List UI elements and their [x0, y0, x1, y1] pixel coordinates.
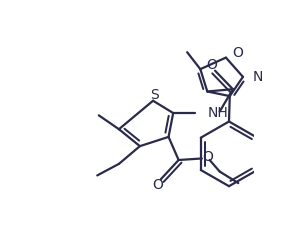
Text: N: N [252, 70, 263, 84]
Text: O: O [232, 46, 243, 60]
Text: S: S [150, 88, 159, 102]
Text: O: O [152, 179, 163, 192]
Text: O: O [202, 150, 213, 164]
Text: O: O [206, 58, 217, 71]
Text: NH: NH [208, 106, 229, 120]
